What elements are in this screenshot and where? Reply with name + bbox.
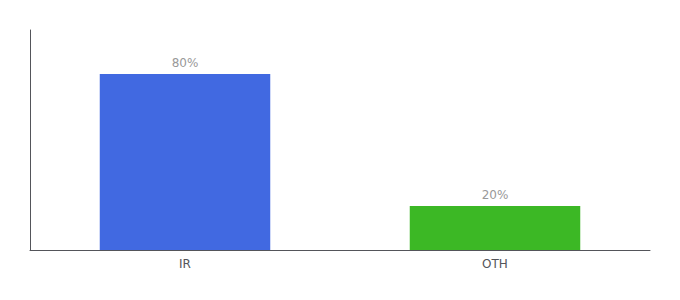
svg-text:IR: IR [179,257,191,271]
svg-text:OTH: OTH [482,257,508,271]
svg-text:20%: 20% [482,188,509,202]
svg-text:80%: 80% [172,56,199,70]
